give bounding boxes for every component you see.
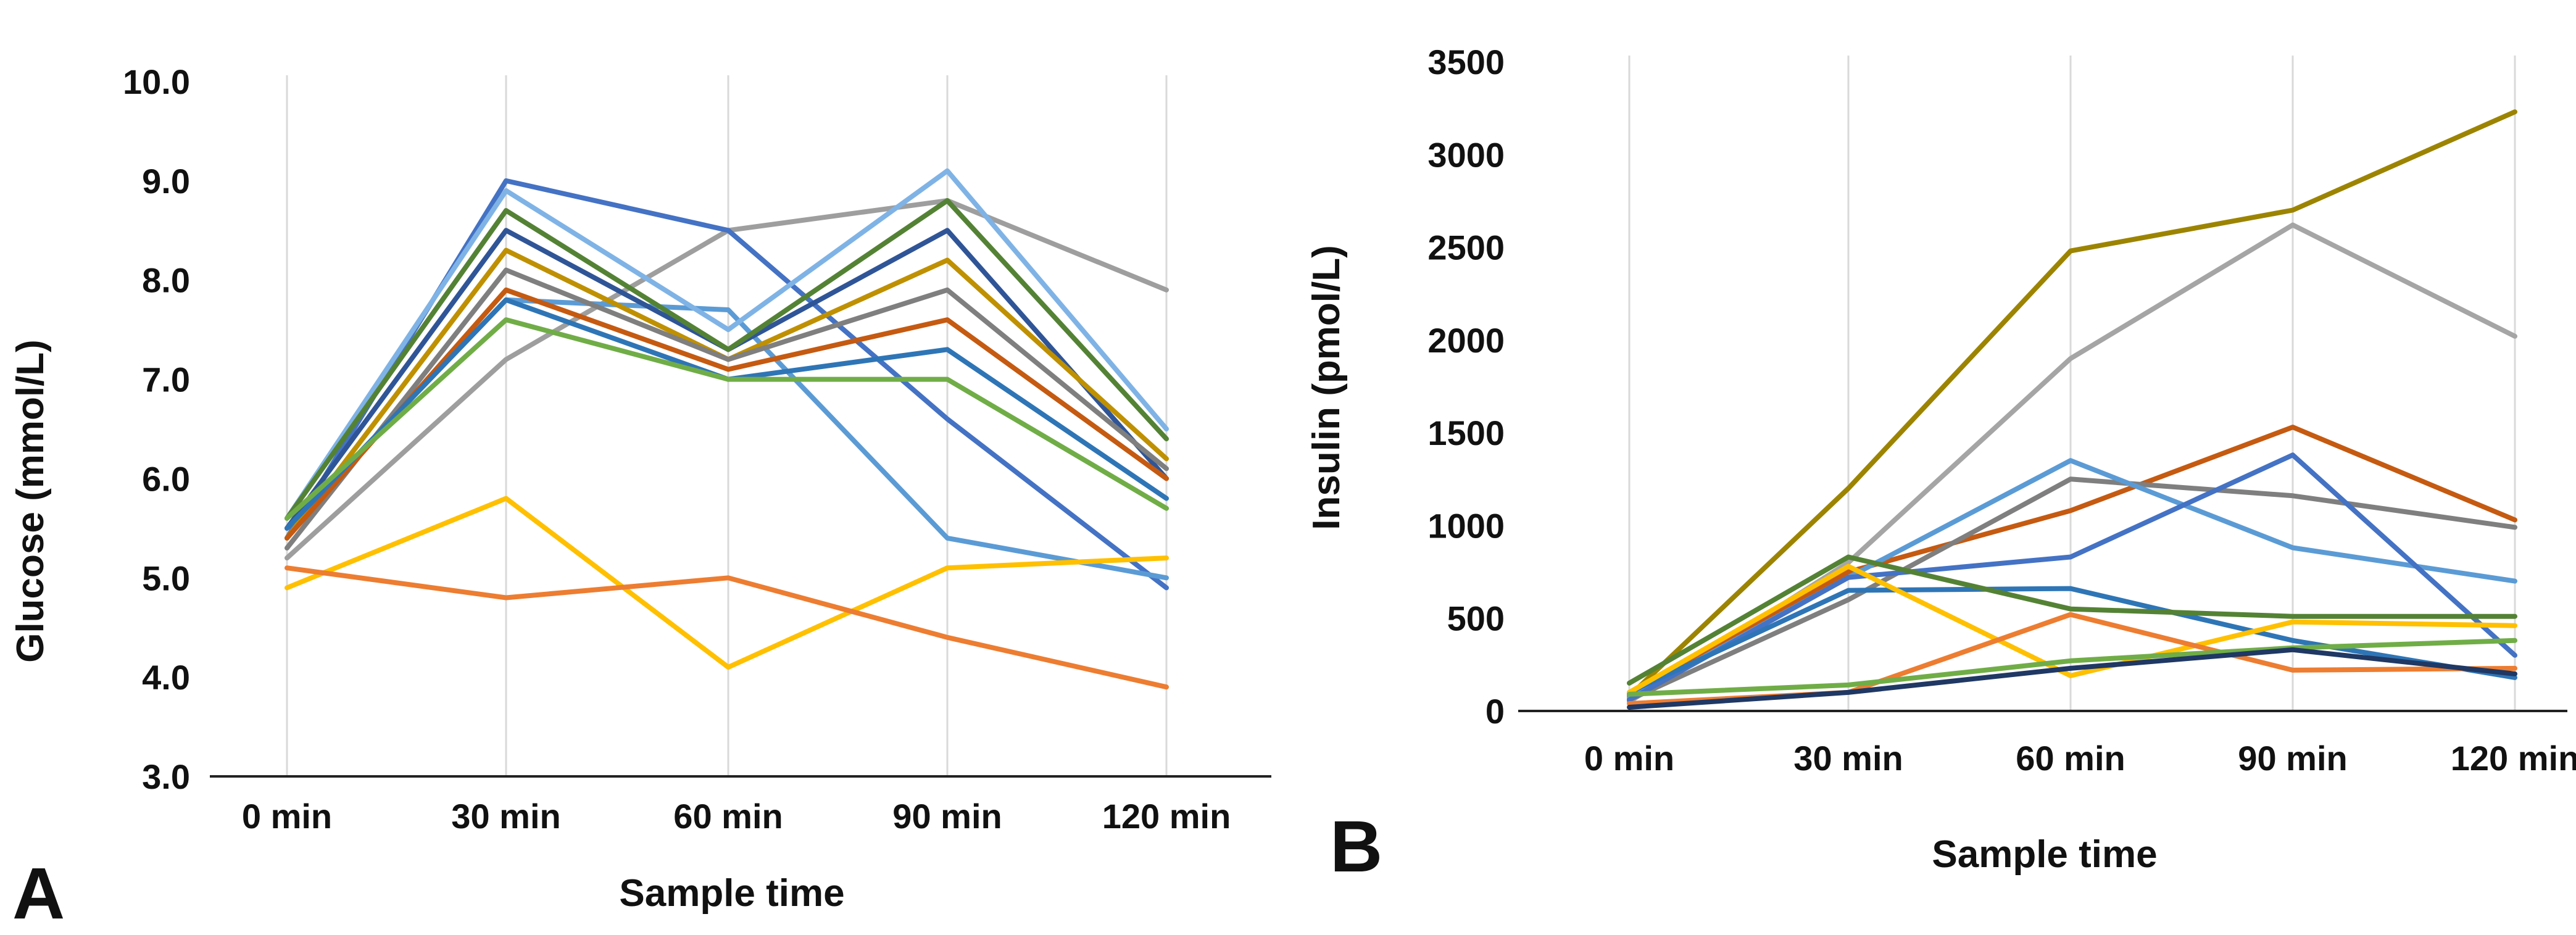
y-tick-label-glucose-6: 9.0 — [142, 162, 190, 201]
series-line-glucose-12 — [285, 565, 1169, 690]
y-tick-label-insulin-0: 0 — [1485, 692, 1505, 731]
series-line-glucose-5 — [285, 198, 1169, 521]
series-line-insulin-0 — [1627, 109, 2517, 699]
series-line-insulin-3 — [1627, 476, 2517, 702]
x-tick-label-glucose-2: 60 min — [673, 797, 783, 836]
series-line-glucose-11 — [285, 496, 1169, 670]
x-tick-label-insulin-4: 120 min — [2451, 739, 2576, 778]
y-tick-label-glucose-2: 5.0 — [142, 559, 190, 597]
series-line-insulin-8 — [1627, 563, 2517, 695]
y-tick-label-glucose-4: 7.0 — [142, 360, 190, 399]
y-tick-label-insulin-5: 2500 — [1427, 228, 1505, 267]
series-line-insulin-6 — [1627, 586, 2517, 695]
series-line-glucose-7 — [285, 267, 1169, 551]
panel-label-b: B — [1330, 806, 1382, 887]
x-tick-label-glucose-3: 90 min — [892, 797, 1002, 836]
y-tick-label-glucose-3: 6.0 — [142, 459, 190, 498]
series-line-insulin-10 — [1627, 638, 2517, 697]
x-tick-label-glucose-1: 30 min — [451, 797, 560, 836]
chart-glucose: A Sample time Glucose (mmol/L) 3.0 4.0 5.0… — [9, 62, 1271, 934]
y-axis-label-insulin: Insulin (pmol/L) — [1305, 245, 1348, 530]
y-tick-label-glucose-7: 10.0 — [123, 62, 190, 101]
series-line-insulin-2 — [1627, 425, 2517, 697]
series-line-glucose-3 — [285, 168, 1169, 521]
y-tick-label-glucose-1: 4.0 — [142, 658, 190, 697]
x-tick-label-glucose-0: 0 min — [242, 797, 332, 836]
y-tick-label-insulin-4: 2000 — [1427, 321, 1505, 360]
y-tick-label-insulin-7: 3500 — [1427, 43, 1505, 81]
x-axis-label-glucose: Sample time — [619, 872, 844, 915]
y-tick-label-insulin-6: 3000 — [1427, 135, 1505, 174]
x-tick-label-glucose-4: 120 min — [1102, 797, 1231, 836]
panel-label-a: A — [12, 853, 65, 932]
series-line-insulin-5 — [1627, 452, 2517, 702]
y-tick-label-glucose-0: 3.0 — [142, 757, 190, 796]
y-tick-label-glucose-5: 8.0 — [142, 261, 190, 300]
y-tick-label-insulin-1: 500 — [1447, 599, 1505, 638]
x-tick-label-insulin-3: 90 min — [2238, 739, 2347, 778]
y-axis-label-glucose: Glucose (mmol/L) — [9, 339, 52, 663]
y-tick-label-insulin-2: 1000 — [1427, 506, 1505, 545]
x-tick-label-insulin-0: 0 min — [1584, 739, 1674, 778]
x-tick-label-insulin-1: 30 min — [1793, 739, 1903, 778]
x-axis-label-insulin: Sample time — [1932, 833, 2157, 876]
x-tick-label-insulin-2: 60 min — [2016, 739, 2125, 778]
chart-insulin: B Sample time Insulin (pmol/L) 0 500 1000 1… — [1305, 43, 2576, 887]
series-line-insulin-11 — [1627, 647, 2517, 710]
series-line-insulin-7 — [1627, 554, 2517, 686]
series-line-glucose-10 — [285, 317, 1169, 521]
y-tick-label-insulin-3: 1500 — [1427, 413, 1505, 452]
